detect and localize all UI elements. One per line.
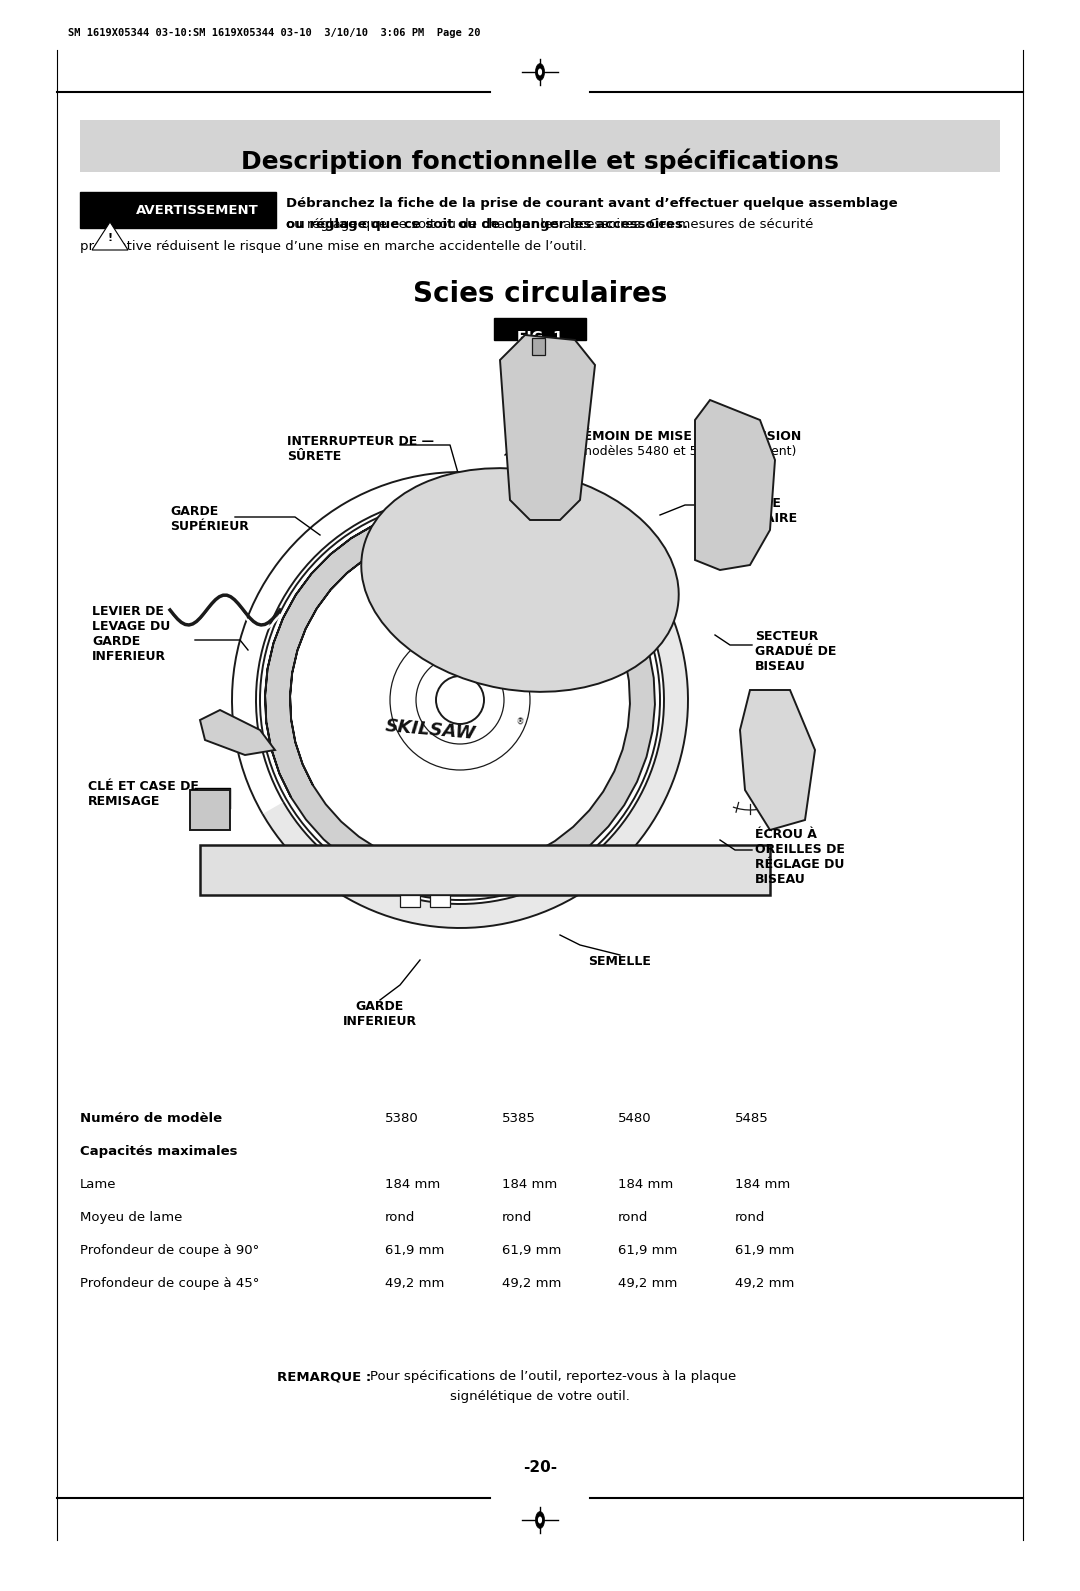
- Text: AUXILIAIRE: AUXILIAIRE: [720, 512, 798, 525]
- Text: 184 mm: 184 mm: [735, 1177, 791, 1192]
- Polygon shape: [532, 337, 545, 355]
- Polygon shape: [200, 845, 770, 896]
- Text: ®: ®: [515, 718, 525, 727]
- Polygon shape: [696, 399, 775, 570]
- Text: 5480: 5480: [618, 1112, 651, 1125]
- Text: RÉGLAGE DU: RÉGLAGE DU: [755, 858, 845, 870]
- Polygon shape: [200, 710, 275, 756]
- Text: Débranchez la fiche de la prise de courant avant d’effectuer quelque assemblage: Débranchez la fiche de la prise de coura…: [286, 197, 897, 210]
- Ellipse shape: [536, 1511, 544, 1529]
- Text: LEVAGE DU: LEVAGE DU: [92, 620, 171, 633]
- Text: 5380: 5380: [384, 1112, 419, 1125]
- Text: 5385: 5385: [502, 1112, 536, 1125]
- Text: 61,9 mm: 61,9 mm: [735, 1244, 795, 1257]
- Text: Scies circulaires: Scies circulaires: [413, 280, 667, 309]
- Text: SKILSAW: SKILSAW: [383, 718, 476, 743]
- FancyBboxPatch shape: [400, 896, 420, 907]
- Text: POIGNEE: POIGNEE: [720, 496, 782, 511]
- Text: GARDE: GARDE: [92, 635, 140, 648]
- Text: BISEAU: BISEAU: [755, 660, 806, 673]
- Text: rond: rond: [384, 1211, 416, 1223]
- Text: 61,9 mm: 61,9 mm: [384, 1244, 444, 1257]
- PathPatch shape: [265, 506, 654, 894]
- Text: REMARQUE :: REMARQUE :: [276, 1370, 372, 1383]
- FancyBboxPatch shape: [80, 119, 1000, 172]
- Text: CLÉ ET CASE DE: CLÉ ET CASE DE: [87, 780, 199, 792]
- Text: rond: rond: [618, 1211, 648, 1223]
- Text: SÛRETE: SÛRETE: [287, 450, 341, 463]
- Text: REMISAGE: REMISAGE: [87, 796, 160, 808]
- Text: -20-: -20-: [523, 1461, 557, 1475]
- Text: GRADUÉ DE: GRADUÉ DE: [755, 644, 836, 659]
- Text: Description fonctionnelle et spécifications: Description fonctionnelle et spécificati…: [241, 148, 839, 173]
- Text: INFERIEUR: INFERIEUR: [92, 651, 166, 663]
- Ellipse shape: [538, 1516, 542, 1524]
- Text: Profondeur de coupe à 90°: Profondeur de coupe à 90°: [80, 1244, 259, 1257]
- Text: SUPÉRIEUR: SUPÉRIEUR: [170, 520, 248, 533]
- Text: AVERTISSEMENT: AVERTISSEMENT: [136, 204, 259, 216]
- FancyBboxPatch shape: [80, 193, 276, 228]
- Polygon shape: [92, 223, 129, 250]
- Text: ÉCROU À: ÉCROU À: [755, 827, 816, 842]
- Text: 49,2 mm: 49,2 mm: [502, 1278, 562, 1290]
- PathPatch shape: [262, 585, 688, 928]
- Text: 49,2 mm: 49,2 mm: [735, 1278, 795, 1290]
- Text: ou réglage que ce soit ou de changer les accessoires. Ces mesures de sécurité: ou réglage que ce soit ou de changer les…: [286, 218, 813, 231]
- Text: Pour spécifications de l’outil, reportez-vous à la plaque: Pour spécifications de l’outil, reportez…: [370, 1370, 737, 1383]
- Text: Profondeur de coupe à 45°: Profondeur de coupe à 45°: [80, 1278, 259, 1290]
- Polygon shape: [500, 336, 595, 520]
- Text: 184 mm: 184 mm: [384, 1177, 441, 1192]
- Text: GARDE: GARDE: [170, 504, 218, 519]
- FancyBboxPatch shape: [430, 896, 450, 907]
- Text: FIG. 1: FIG. 1: [517, 329, 563, 344]
- Text: rond: rond: [735, 1211, 766, 1223]
- Text: ou réglage que ce soit ou de changer les accessoires.: ou réglage que ce soit ou de changer les…: [286, 218, 688, 231]
- Polygon shape: [190, 791, 230, 831]
- Text: rond: rond: [502, 1211, 532, 1223]
- Text: 49,2 mm: 49,2 mm: [384, 1278, 444, 1290]
- Text: Capacités maximales: Capacités maximales: [80, 1146, 238, 1158]
- Text: !: !: [107, 232, 112, 243]
- Text: 49,2 mm: 49,2 mm: [618, 1278, 677, 1290]
- FancyBboxPatch shape: [494, 318, 586, 340]
- Text: Lame: Lame: [80, 1177, 117, 1192]
- Text: Numéro de modèle: Numéro de modèle: [80, 1112, 222, 1125]
- Text: 184 mm: 184 mm: [618, 1177, 673, 1192]
- Text: SEMELLE: SEMELLE: [589, 955, 651, 967]
- Polygon shape: [740, 690, 815, 831]
- Ellipse shape: [538, 68, 542, 75]
- Text: TÉMOIN DE MISE SOUS TENSION: TÉMOIN DE MISE SOUS TENSION: [575, 430, 801, 442]
- Text: 184 mm: 184 mm: [502, 1177, 557, 1192]
- Text: INTERRUPTEUR DE —: INTERRUPTEUR DE —: [287, 434, 434, 449]
- Text: INFERIEUR: INFERIEUR: [343, 1015, 417, 1028]
- Text: LEVIER DE: LEVIER DE: [92, 605, 164, 617]
- Ellipse shape: [362, 468, 678, 692]
- Text: OREILLES DE: OREILLES DE: [755, 843, 845, 856]
- Text: SECTEUR: SECTEUR: [755, 630, 819, 643]
- Text: 61,9 mm: 61,9 mm: [618, 1244, 677, 1257]
- Text: signélétique de votre outil.: signélétique de votre outil.: [450, 1391, 630, 1403]
- Text: préventive réduisent le risque d’une mise en marche accidentelle de l’outil.: préventive réduisent le risque d’une mis…: [80, 240, 586, 253]
- Text: (modèles 5480 et 5485 seulement): (modèles 5480 et 5485 seulement): [575, 445, 796, 458]
- Text: 5485: 5485: [735, 1112, 769, 1125]
- Text: Moyeu de lame: Moyeu de lame: [80, 1211, 183, 1223]
- Ellipse shape: [536, 64, 544, 81]
- Text: GARDE: GARDE: [356, 1001, 404, 1013]
- Text: SM 1619X05344 03-10:SM 1619X05344 03-10  3/10/10  3:06 PM  Page 20: SM 1619X05344 03-10:SM 1619X05344 03-10 …: [68, 29, 481, 38]
- Text: 61,9 mm: 61,9 mm: [502, 1244, 562, 1257]
- Text: BISEAU: BISEAU: [755, 873, 806, 886]
